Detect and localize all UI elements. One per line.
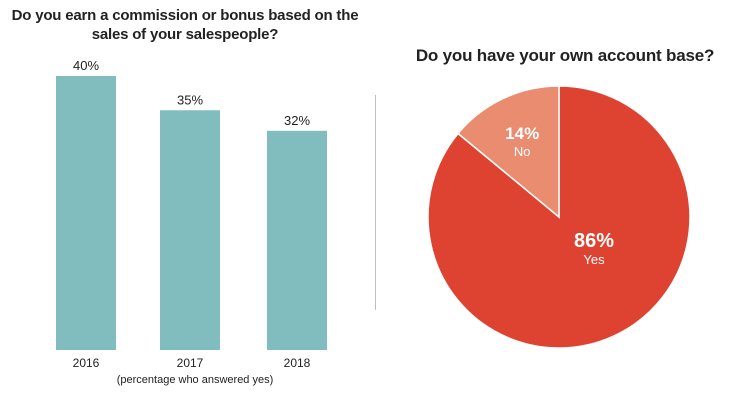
pie-chart: 86%Yes 14%No xyxy=(427,85,691,349)
bar-chart-panel: Do you earn a commission or bonus based … xyxy=(0,0,370,400)
pie-slice-no xyxy=(457,85,560,219)
pie-chart-title: Do you have your own account base? xyxy=(415,46,715,65)
bar-chart-note: (percentage who answered yes) xyxy=(116,374,274,386)
bar-chart-title: Do you earn a commission or bonus based … xyxy=(11,7,359,43)
bar-category-label-2017: 2017 xyxy=(177,356,204,370)
bar-2017 xyxy=(160,110,220,350)
pie-value-label-no: 14% xyxy=(505,124,539,143)
bar-value-label-2016: 40% xyxy=(73,58,99,73)
bar-chart: 40% 2016 35% 2017 32% 2018 xyxy=(56,58,327,370)
pie-category-label-no: No xyxy=(514,144,531,159)
bar-value-label-2017: 35% xyxy=(177,92,203,107)
panel-divider xyxy=(375,95,376,310)
bar-2016 xyxy=(56,76,116,350)
pie-category-label-yes: Yes xyxy=(583,252,605,267)
bar-2018 xyxy=(267,130,327,350)
bar-category-label-2018: 2018 xyxy=(284,356,311,370)
pie-value-label-yes: 86% xyxy=(574,230,614,252)
pie-chart-panel: Do you have your own account base? 86% Ye… xyxy=(380,0,750,400)
bar-category-label-2016: 2016 xyxy=(73,356,100,370)
bar-value-label-2018: 32% xyxy=(284,113,310,128)
